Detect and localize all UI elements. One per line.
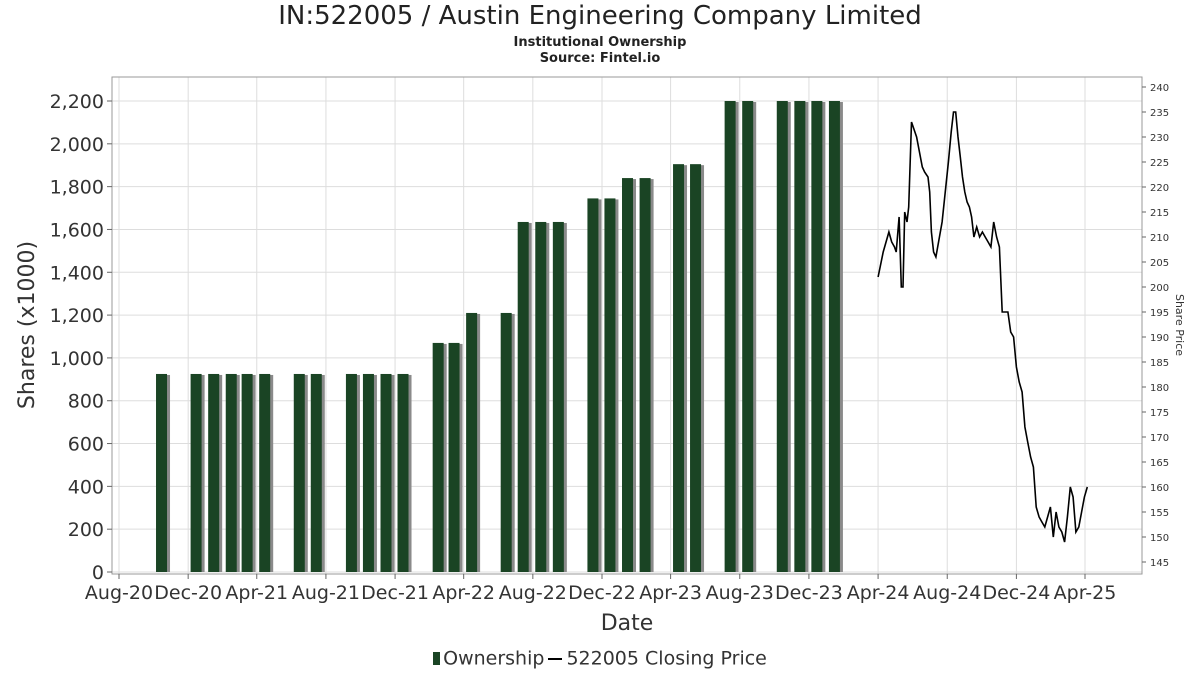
ownership-bar xyxy=(380,373,392,572)
legend-price-swatch xyxy=(548,657,563,660)
plot-frame xyxy=(111,76,1143,575)
x-tick-label: Dec-24 xyxy=(982,582,1050,604)
x-tick-label: Dec-23 xyxy=(775,582,843,604)
line-layer xyxy=(877,111,1089,543)
y2-tick-label: 240 xyxy=(1150,83,1169,94)
y2-tick-label: 220 xyxy=(1150,183,1169,194)
x-axis-label: Date xyxy=(601,611,654,636)
legend-ownership-label: Ownership xyxy=(443,647,545,670)
y2-tick-label: 205 xyxy=(1150,258,1169,269)
price-line xyxy=(877,111,1089,543)
y-tick-label: 1,400 xyxy=(50,262,104,284)
y-tick-label: 1,200 xyxy=(50,305,104,327)
x-tick-label: Dec-20 xyxy=(154,582,222,604)
y-tick-label: 1,000 xyxy=(50,348,104,370)
y-tick-label: 0 xyxy=(92,562,104,584)
x-tick-label: Aug-22 xyxy=(499,582,567,604)
chart-source: Source: Fintel.io xyxy=(539,51,661,66)
y-tick-label: 2,200 xyxy=(50,91,104,113)
ownership-bar xyxy=(828,101,840,572)
ownership-bar xyxy=(466,312,478,572)
y-tick-label: 2,000 xyxy=(50,134,104,156)
y-tick-label: 800 xyxy=(68,391,104,413)
ownership-bar xyxy=(742,101,754,572)
chart-subtitle: Institutional Ownership xyxy=(513,35,687,50)
legend-price-label: 522005 Closing Price xyxy=(566,647,767,670)
ownership-bar xyxy=(208,373,220,572)
bar-layer xyxy=(156,101,843,573)
y2-tick-label: 180 xyxy=(1150,383,1169,394)
y2-tick-label: 150 xyxy=(1150,533,1169,544)
ownership-bar xyxy=(622,178,634,572)
x-tick-label: Aug-24 xyxy=(913,582,981,604)
x-tick-label: Apr-24 xyxy=(847,582,910,604)
y2-tick-label: 225 xyxy=(1150,158,1169,169)
ownership-bar xyxy=(225,373,237,572)
y2-tick-label: 200 xyxy=(1150,283,1169,294)
legend: Ownership 522005 Closing Price xyxy=(0,647,1200,670)
ownership-bar xyxy=(345,373,357,572)
x-tick-label: Dec-22 xyxy=(568,582,636,604)
y2-tick-label: 175 xyxy=(1150,408,1169,419)
y2-tick-label: 210 xyxy=(1150,233,1169,244)
y-tick-label: 1,800 xyxy=(50,177,104,199)
x-tick-label: Apr-23 xyxy=(639,582,702,604)
y-tick-label: 600 xyxy=(68,434,104,456)
y2-tick-label: 185 xyxy=(1150,358,1169,369)
x-tick-label: Dec-21 xyxy=(361,582,429,604)
y-tick-label: 200 xyxy=(68,519,104,541)
y2-tick-label: 230 xyxy=(1150,133,1169,144)
ownership-bar xyxy=(432,342,444,572)
y-axis-label: Shares (x1000) xyxy=(15,241,40,409)
ownership-bar xyxy=(259,373,271,572)
x-tick-label: Aug-20 xyxy=(85,582,153,604)
ownership-bar xyxy=(552,221,564,572)
y2-tick-label: 235 xyxy=(1150,108,1169,119)
y2-tick-label: 145 xyxy=(1150,558,1169,569)
y2-axis-label: Share Price xyxy=(1173,294,1186,356)
x-tick-label: Aug-23 xyxy=(706,582,774,604)
x-axis: Aug-20 Dec-20 Apr-21 Aug-21 Dec-21 Apr-22 Aug-… xyxy=(85,574,1116,604)
y-tick-label: 1,600 xyxy=(50,219,104,241)
chart-title: IN:522005 / Austin Engineering Company L… xyxy=(278,1,922,31)
ownership-bar xyxy=(776,101,788,572)
ownership-bar xyxy=(156,373,168,572)
ownership-bar xyxy=(293,373,305,572)
x-tick-label: Apr-21 xyxy=(225,582,288,604)
y2-tick-label: 155 xyxy=(1150,508,1169,519)
y-tick-label: 400 xyxy=(68,476,104,498)
ownership-bar xyxy=(673,164,685,573)
ownership-bar xyxy=(500,312,512,572)
ownership-bar xyxy=(587,198,599,572)
y2-tick-label: 195 xyxy=(1150,308,1169,319)
x-tick-label: Apr-25 xyxy=(1054,582,1117,604)
y2-tick-label: 215 xyxy=(1150,208,1169,219)
y2-tick-label: 170 xyxy=(1150,433,1169,444)
x-tick-label: Apr-22 xyxy=(432,582,495,604)
y2-tick-label: 160 xyxy=(1150,483,1169,494)
ownership-bar xyxy=(724,101,736,572)
x-tick-label: Aug-21 xyxy=(292,582,360,604)
ownership-bar xyxy=(448,342,460,572)
y-axis-right: 145 150 155 160 165 170 175 180 185 190 195 200 205 2… xyxy=(1142,83,1169,569)
ownership-bar xyxy=(690,164,702,573)
y2-tick-label: 190 xyxy=(1150,333,1169,344)
y-axis-left: 0 200 400 600 800 1,000 1,200 1,400 1,600 1,800 2,… xyxy=(50,91,112,584)
ownership-chart: 0 200 400 600 800 1,000 1,200 1,400 1,600 1,800 2,… xyxy=(15,76,1186,636)
ownership-bar xyxy=(639,178,651,572)
ownership-bar xyxy=(517,221,529,572)
ownership-bar xyxy=(362,373,374,572)
ownership-bar xyxy=(310,373,322,572)
legend-ownership-swatch xyxy=(433,652,441,665)
ownership-bar xyxy=(190,373,202,572)
ownership-bar xyxy=(397,373,409,572)
ownership-bar xyxy=(241,373,253,572)
y2-tick-label: 165 xyxy=(1150,458,1169,469)
ownership-bar xyxy=(604,198,616,572)
ownership-bar xyxy=(535,221,547,572)
ownership-bar xyxy=(811,101,823,572)
ownership-bar xyxy=(794,101,806,572)
